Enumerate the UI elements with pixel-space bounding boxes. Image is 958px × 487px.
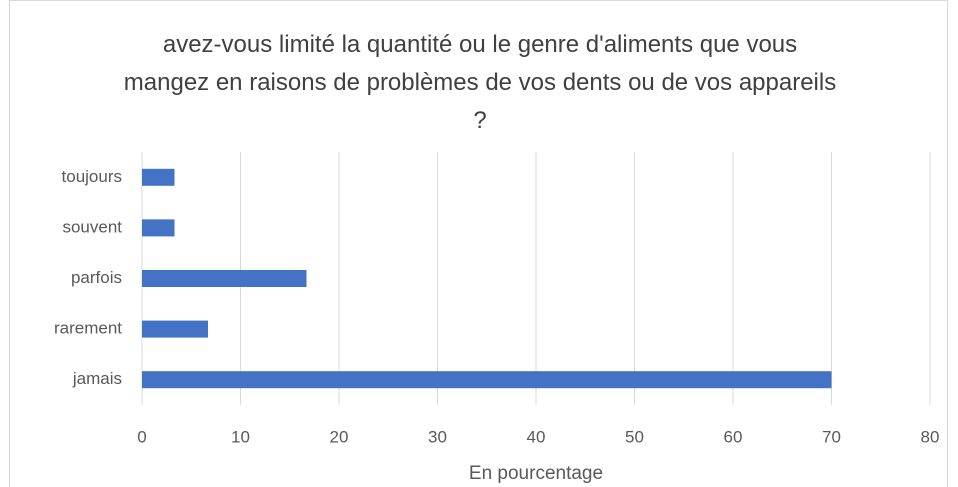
x-tick-label: 0 bbox=[137, 427, 146, 446]
y-tick-label: rarement bbox=[54, 319, 122, 338]
bar bbox=[142, 219, 175, 237]
x-tick-label: 70 bbox=[822, 427, 841, 446]
chart-border bbox=[9, 0, 948, 487]
bar bbox=[142, 168, 175, 186]
chart-title: avez-vous limité la quantité ou le genre… bbox=[123, 31, 837, 134]
y-tick-label: toujours bbox=[62, 167, 122, 186]
x-tick-label: 40 bbox=[527, 427, 546, 446]
x-axis-label: En pourcentage bbox=[469, 463, 603, 484]
y-tick-label: jamais bbox=[72, 369, 122, 388]
bar bbox=[142, 320, 208, 338]
bar bbox=[142, 371, 832, 389]
x-tick-label: 60 bbox=[724, 427, 743, 446]
y-tick-label: souvent bbox=[62, 217, 122, 236]
bar bbox=[142, 270, 307, 287]
x-tick-label: 50 bbox=[625, 427, 644, 446]
x-tick-label: 20 bbox=[330, 427, 349, 446]
x-tick-label: 30 bbox=[428, 427, 447, 446]
x-tick-label: 10 bbox=[231, 427, 250, 446]
x-tick-label: 80 bbox=[921, 427, 940, 446]
y-tick-label: parfois bbox=[71, 268, 122, 287]
